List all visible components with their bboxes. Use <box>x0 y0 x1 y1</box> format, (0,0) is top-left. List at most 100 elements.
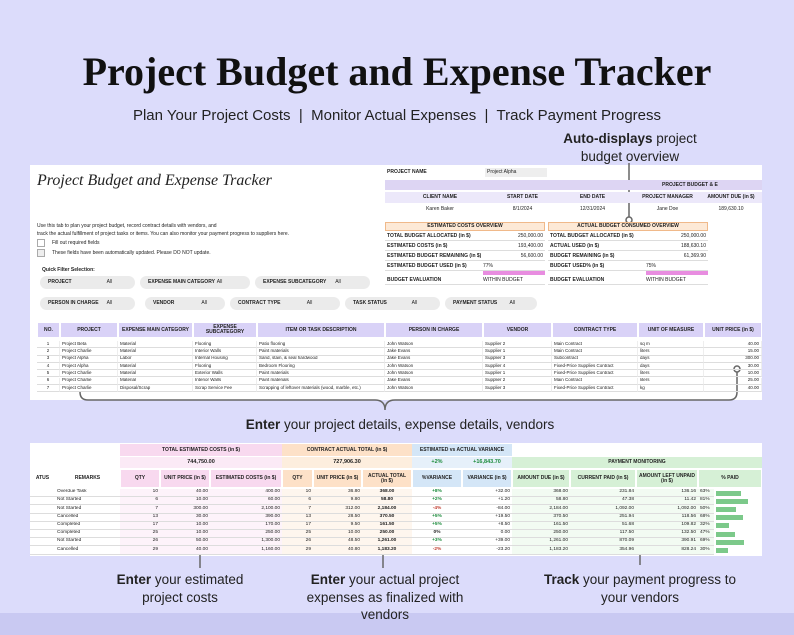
column-header: QTY <box>120 469 160 488</box>
sheet-title: Project Budget and Expense Tracker <box>37 172 272 189</box>
filter-value: All <box>216 279 223 285</box>
table-cell: Not Started <box>55 505 120 514</box>
column-header: PROJECT <box>60 322 118 338</box>
filter-label: EXPENSE MAIN CATEGORY <box>148 279 215 285</box>
filter-chip[interactable]: EXPENSE SUBCATEGORY All <box>255 276 370 289</box>
table-cell: 36.80 <box>313 489 362 498</box>
table-cell: 10 <box>282 489 313 498</box>
column-header: VENDOR <box>483 322 552 338</box>
filter-chip[interactable]: CONTRACT TYPE All <box>230 297 340 310</box>
table-cell: 81% <box>698 497 714 506</box>
filter-chip[interactable]: PAYMENT STATUS All <box>445 297 537 310</box>
legend-label: Fill out required fields <box>52 239 100 246</box>
filter-chip[interactable]: PERSON IN CHARGE All <box>40 297 135 310</box>
table-cell: +5% <box>412 521 462 530</box>
paid-bar <box>716 539 744 545</box>
table-cell: 13 <box>120 513 160 522</box>
table-cell: Project Alpha <box>60 362 118 371</box>
overview-title: ACTUAL BUDGET CONSUMED OVERVIEW <box>548 222 708 231</box>
table-cell: 40.00 <box>704 341 762 349</box>
filter-chip[interactable]: TASK STATUS All <box>345 297 440 310</box>
table-cell: 2 <box>37 348 60 356</box>
table-cell: 5 <box>37 370 60 378</box>
filter-value: All <box>335 279 341 285</box>
table-cell: 250.00 <box>210 530 282 539</box>
info-header: AMOUNT DUE (in $) <box>700 192 762 203</box>
filter-chip[interactable]: PROJECT All <box>40 276 135 289</box>
callout-text: project budget overview <box>580 131 697 164</box>
table-cell: 10.00 <box>313 530 362 539</box>
filter-chip[interactable]: EXPENSE MAIN CATEGORY All <box>140 276 250 289</box>
table-cell: 1,300.00 <box>210 538 282 547</box>
filter-label: PROJECT <box>48 279 72 285</box>
table-cell: 40.00 <box>704 384 762 393</box>
table-cell: 6 <box>37 377 60 385</box>
status-dropdown[interactable] <box>30 497 55 506</box>
table-cell: Supplier 4 <box>483 362 552 371</box>
table-cell: Jake Evans <box>385 355 483 363</box>
table-cell: 2,184.00 <box>362 505 412 514</box>
panel-title: PROJECT BUDGET & E <box>662 181 718 188</box>
callout: Track your payment progress to your vend… <box>530 571 750 606</box>
table-cell: 40.80 <box>313 546 362 555</box>
overview-label: ACTUAL USED (in $) <box>548 242 644 251</box>
table-cell: 10.00 <box>160 521 210 530</box>
column-header: REMARKS <box>55 469 120 488</box>
callout-text: your project details, expense details, v… <box>280 417 555 432</box>
column-header: % PAID <box>698 469 762 488</box>
table-cell: days <box>638 355 704 363</box>
column-header: NO. <box>37 322 60 338</box>
footer-band <box>0 613 794 635</box>
table-cell: liters <box>638 348 704 356</box>
column-header: CONTRACT TYPE <box>552 322 638 338</box>
table-cell: 30% <box>698 546 714 555</box>
info-header: CLIENT NAME <box>385 192 495 203</box>
callout: Auto-displays project budget overview <box>560 130 700 165</box>
table-cell: 368.00 <box>512 489 570 498</box>
table-cell: Project Charlie <box>60 348 118 356</box>
status-dropdown[interactable] <box>30 505 55 514</box>
overview-value: WITHIN BUDGET <box>481 276 545 285</box>
status-dropdown[interactable] <box>30 489 55 498</box>
callout-text: your estimated project costs <box>142 572 244 605</box>
table-cell: Main Contract <box>552 341 638 349</box>
table-cell: liters <box>638 377 704 385</box>
status-dropdown[interactable] <box>30 514 55 522</box>
table-cell: Patio flooring <box>257 341 385 349</box>
status-dropdown[interactable] <box>30 538 55 547</box>
callout: Enter your project details, expense deta… <box>220 416 580 434</box>
callout: Enter your actual project expenses as fi… <box>285 571 485 624</box>
project-select[interactable]: Project Alpha <box>485 168 547 177</box>
status-dropdown[interactable] <box>30 522 55 530</box>
table-cell: 300.00 <box>160 505 210 514</box>
filter-value: All <box>509 300 516 306</box>
overview-value: 193,400.00 <box>481 242 545 251</box>
callout-emphasis: Track <box>543 572 580 587</box>
table-cell: 26 <box>282 538 313 547</box>
status-dropdown[interactable] <box>30 530 55 539</box>
table-cell: 250.00 <box>362 530 412 539</box>
table-cell: 2,184.00 <box>512 505 570 514</box>
filter-chip[interactable]: VENDOR All <box>145 297 225 310</box>
table-cell: 28.50 <box>313 513 362 522</box>
table-cell: 60.00 <box>210 497 282 506</box>
filter-label: VENDOR <box>153 300 175 306</box>
table-cell: 1,183.20 <box>512 546 570 555</box>
filter-value: All <box>106 279 113 285</box>
table-cell: Paint materials <box>257 348 385 356</box>
table-cell: 390.91 <box>636 538 698 547</box>
group-header: TOTAL ESTIMATED COSTS (in $) <box>120 444 282 456</box>
table-cell: 161.50 <box>362 521 412 530</box>
table-cell: 15.00 <box>704 348 762 356</box>
usage-bar <box>646 271 708 275</box>
table-cell: Overdue Task <box>55 489 120 498</box>
overview-label: ESTIMATED BUDGET REMAINING (in $) <box>385 252 481 261</box>
table-cell: 370.50 <box>512 513 570 522</box>
table-cell: Fixed-Price Supplies Contract <box>552 370 638 378</box>
table-cell: Completed <box>55 521 120 530</box>
table-cell: 1,092.00 <box>570 505 636 514</box>
column-header: QTY <box>282 469 313 488</box>
status-dropdown[interactable] <box>30 546 55 555</box>
table-cell: 0.00 <box>462 530 512 539</box>
table-cell: 7 <box>37 384 60 393</box>
